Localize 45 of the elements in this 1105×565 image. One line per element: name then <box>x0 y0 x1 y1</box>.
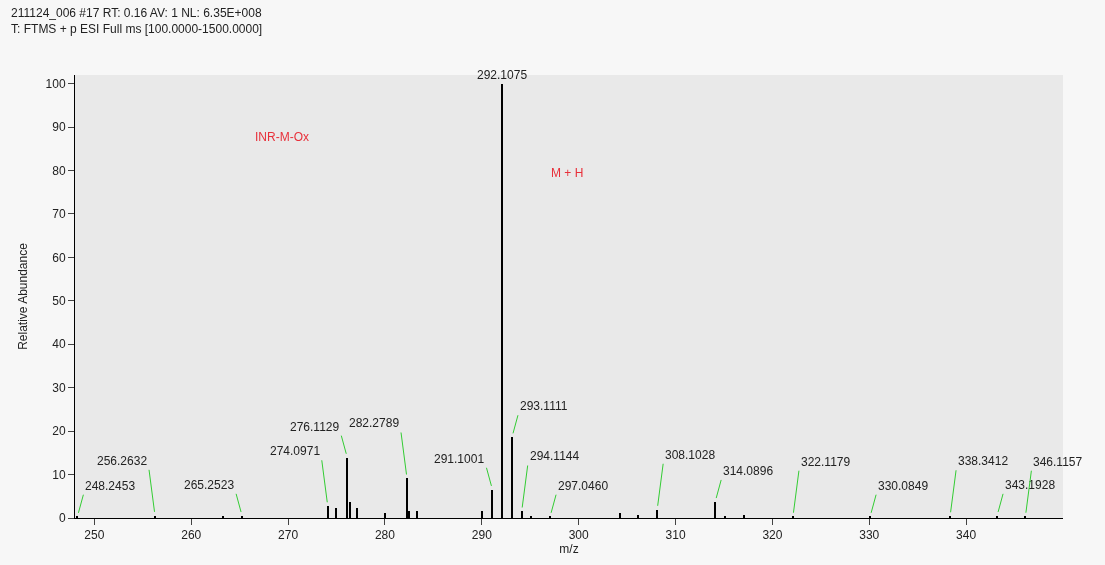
annotation: 282.2789 <box>349 416 400 430</box>
y-tick-label: 80 <box>52 163 66 178</box>
y-tick-label: 0 <box>58 511 66 526</box>
annotation: M + H <box>551 166 584 180</box>
y-tick-label: 50 <box>52 294 66 309</box>
annotation: 346.1157 <box>1033 455 1083 469</box>
annotation: 293.1111 <box>520 399 568 413</box>
annotation: 338.3412 <box>958 454 1009 468</box>
annotation: 294.1144 <box>530 449 580 463</box>
annotation: 265.2523 <box>184 478 235 492</box>
x-tick-label: 320 <box>762 528 783 543</box>
annotation: 330.0849 <box>878 479 929 493</box>
y-tick-label: 40 <box>52 337 66 352</box>
x-tick-label: 270 <box>278 528 299 543</box>
annotation: 308.1028 <box>665 448 716 462</box>
y-tick-label: 90 <box>52 120 66 135</box>
annotation: 322.1179 <box>801 455 851 469</box>
x-tick-label: 330 <box>859 528 880 543</box>
y-tick-label: 70 <box>52 207 66 222</box>
x-tick-label: 280 <box>374 528 396 543</box>
x-tick-label: 260 <box>181 528 202 543</box>
chart-subtitle: T: FTMS + p ESI Full ms [100.0000-1500.0000] <box>11 21 263 36</box>
y-tick-label: 10 <box>52 467 66 482</box>
x-axis-title: m/z <box>559 542 579 557</box>
x-tick-label: 300 <box>568 528 590 543</box>
annotation: 256.2632 <box>97 454 148 468</box>
annotation: 291.1001 <box>434 452 485 466</box>
annotation: 297.0460 <box>558 479 609 493</box>
y-tick-label: 60 <box>52 250 66 265</box>
y-tick-label: 100 <box>45 76 66 91</box>
annotation: 274.0971 <box>270 444 321 458</box>
annotation: 292.1075 <box>477 68 528 82</box>
annotation: 276.1129 <box>290 420 340 434</box>
annotation: 314.0896 <box>723 464 774 478</box>
x-tick-label: 290 <box>471 528 493 543</box>
x-tick-label: 310 <box>665 528 686 543</box>
annotation: INR-M-Ox <box>255 130 309 144</box>
x-tick-label: 340 <box>956 528 977 543</box>
x-tick-label: 250 <box>84 528 105 543</box>
chart-title: 211124_006 #17 RT: 0.16 AV: 1 NL: 6.35E+008 <box>11 5 262 20</box>
y-tick-label: 20 <box>52 424 66 439</box>
annotation: 248.2453 <box>85 479 136 493</box>
y-tick-label: 30 <box>52 380 66 395</box>
annotation: 343.1928 <box>1005 478 1056 492</box>
y-axis-title: Relative Abundance <box>15 242 30 350</box>
